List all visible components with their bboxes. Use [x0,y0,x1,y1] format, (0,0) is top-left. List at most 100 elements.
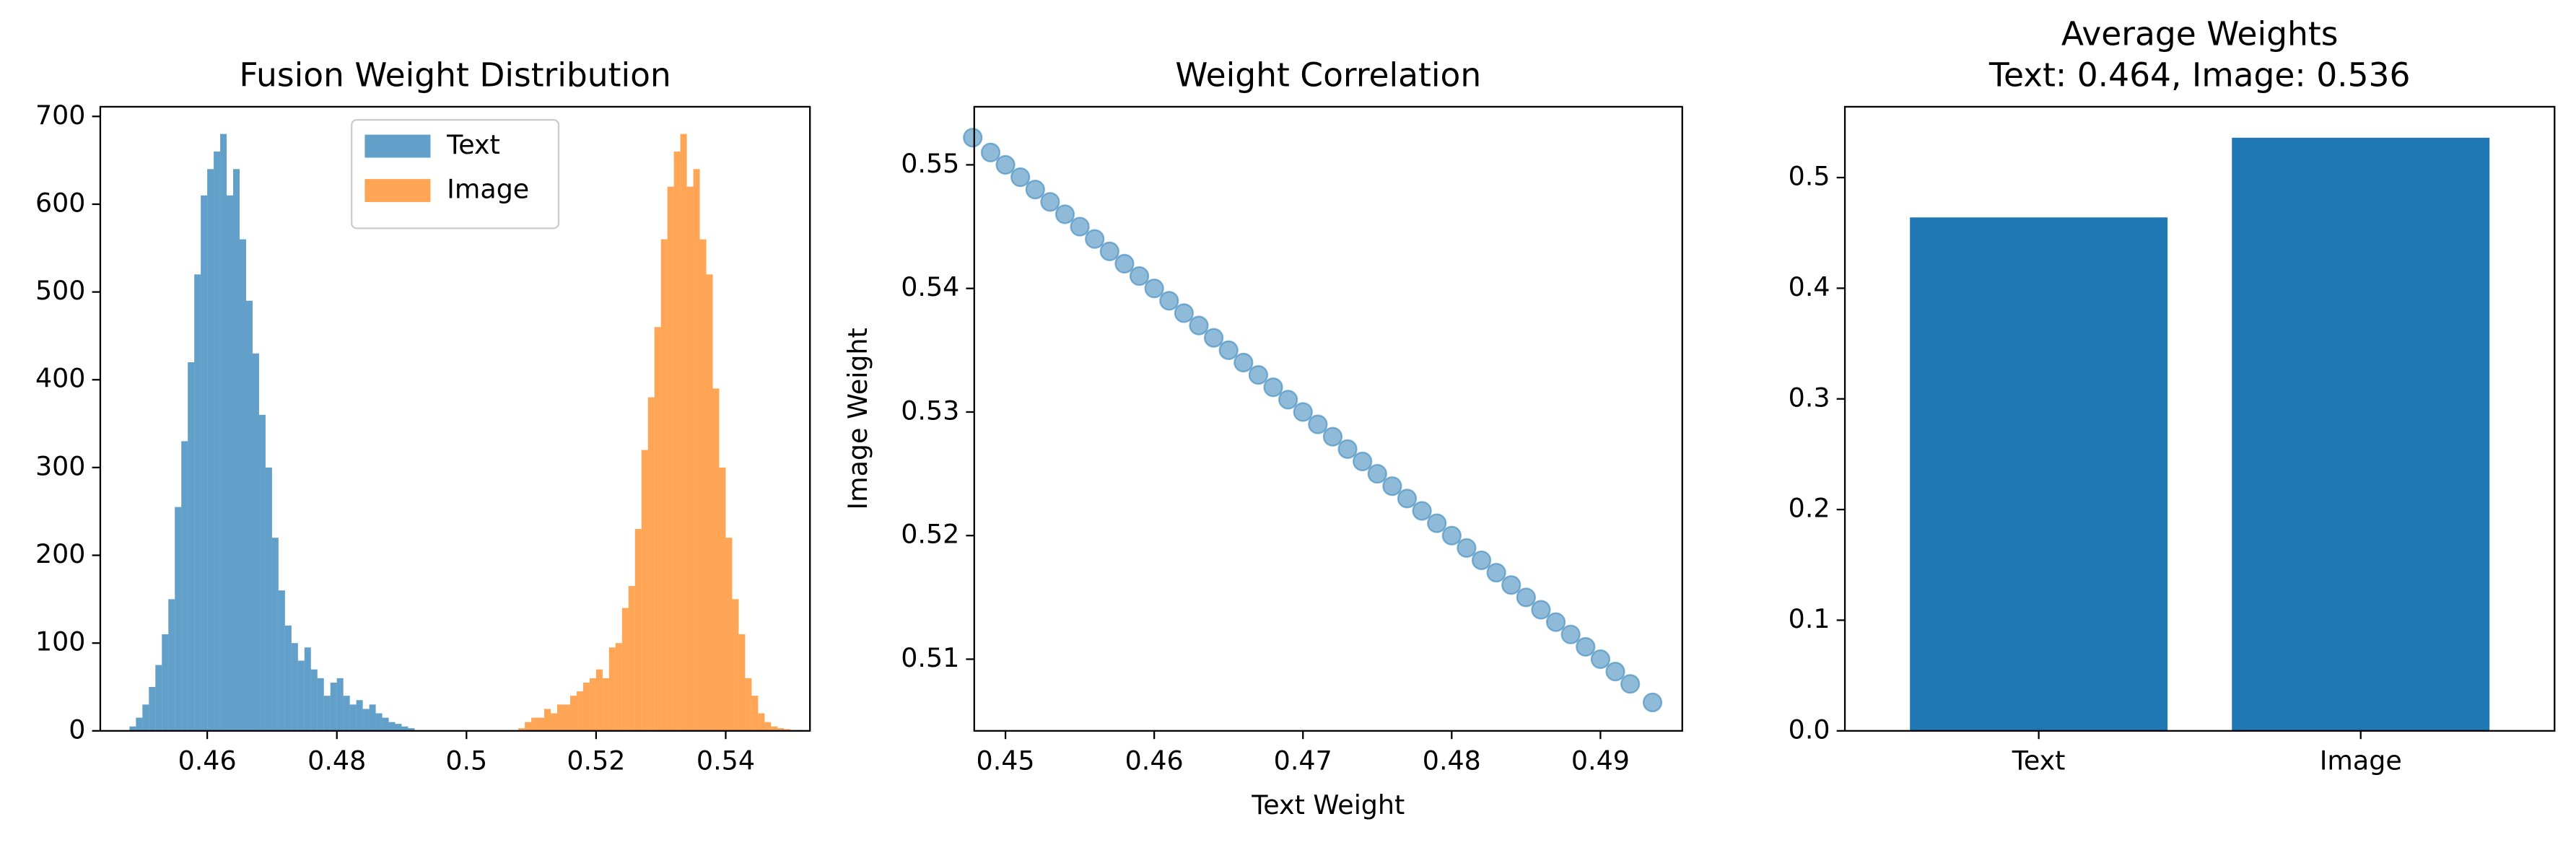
histogram-bar [647,397,655,731]
scatter-point [1457,538,1477,559]
scatter-point [1337,439,1358,459]
chart-title: Average Weights [2061,15,2339,53]
scatter-point [1412,501,1432,521]
histogram-bar [563,704,570,731]
histogram-bar [336,678,344,731]
scatter-point [1367,463,1387,484]
histogram-bar [162,634,169,731]
histogram-bar [142,704,149,731]
histogram-bar [712,388,720,731]
y-tick-label: 0.51 [901,642,959,673]
histogram-bar [777,728,785,731]
x-tick-label: 0.47 [1274,745,1332,776]
scatter-point [1560,624,1581,644]
scatter-point [1099,241,1119,261]
y-tick-label: 200 [35,538,86,569]
legend-label: Text [446,129,500,160]
chart-subtitle: Text: 0.464, Image: 0.536 [1988,56,2411,94]
y-axis-label: Image Weight [842,328,873,509]
scatter-point [980,142,1001,162]
x-axis-label: Text Weight [1251,789,1405,820]
histogram-bar [201,195,208,731]
histogram-bar [628,586,635,731]
scatter-point [1501,575,1521,595]
y-tick-label: 0 [69,714,85,745]
scatter-point [1263,377,1283,398]
scatter-point [1382,476,1402,496]
y-tick-label: 0.55 [901,148,959,179]
y-tick-label: 0.2 [1789,493,1830,524]
legend-label: Image [447,174,529,205]
histogram-bar [673,151,681,731]
histogram-bar [175,507,182,731]
histogram-bar [686,186,694,731]
histogram-bar [149,686,156,731]
x-tick-label: 0.54 [697,745,755,776]
x-tick-label: 0.49 [1571,745,1630,776]
scatter-point [1234,352,1254,373]
histogram-bar [699,239,707,731]
histogram-bar [551,713,557,731]
histogram-bar [634,529,642,731]
histogram-bar [284,625,292,731]
scatter-point [1159,291,1179,311]
histogram-bar [667,186,674,731]
histogram-bar [693,169,700,731]
histogram-bar [388,722,396,731]
y-tick-label: 0.3 [1789,382,1830,413]
bar [2232,137,2490,731]
histogram-bar [595,669,603,731]
x-tick-label: 0.52 [567,745,625,776]
histogram-bar [304,647,311,731]
y-tick-label: 0.53 [901,395,959,426]
x-tick-label: 0.46 [1125,745,1184,776]
scatter-point [1248,364,1269,385]
scatter-point [995,154,1016,175]
scatter-point [1576,636,1596,657]
y-tick-label: 400 [35,363,86,394]
legend-swatch [364,179,431,202]
scatter-point [1642,692,1663,713]
histogram-bar [297,660,305,731]
chart-title: Fusion Weight Distribution [239,56,671,94]
histogram-bar [136,717,143,731]
scatter-point [1427,513,1447,533]
histogram-bar [544,709,551,731]
scatter-point [1308,414,1328,434]
histogram-bar [680,133,687,731]
y-tick-label: 0.4 [1789,271,1830,302]
x-tick-label: Image [2320,745,2402,776]
y-tick-label: 500 [35,275,86,306]
histogram-bar [745,678,752,731]
histogram-bar [538,717,545,731]
histogram-bar [245,300,253,731]
scatter-point [1070,216,1090,237]
scatter-point [1114,253,1135,274]
histogram-bar [725,538,733,731]
scatter-point [1293,402,1313,422]
scatter-point [1397,489,1418,509]
scatter-point [1174,303,1195,323]
histogram-bar [349,704,357,731]
histogram-bar [732,599,739,731]
histogram-bar [271,538,279,731]
histogram-bar [330,682,337,731]
y-tick-label: 100 [35,626,86,657]
scatter-point [1531,600,1551,620]
scatter-point [1516,587,1537,608]
histogram-bar [576,691,583,731]
histogram-bar [608,647,616,731]
histogram-bar [518,728,525,731]
histogram-bar [758,713,765,731]
bar [1910,217,2168,731]
scatter-point [1620,674,1641,694]
histogram-bar [375,713,383,731]
histogram-bar [641,450,648,731]
plot-frame [99,105,811,732]
x-tick-label: 0.5 [445,745,487,776]
scatter-point [1025,180,1045,200]
plot-frame [973,105,1683,732]
histogram-bar [582,682,590,731]
